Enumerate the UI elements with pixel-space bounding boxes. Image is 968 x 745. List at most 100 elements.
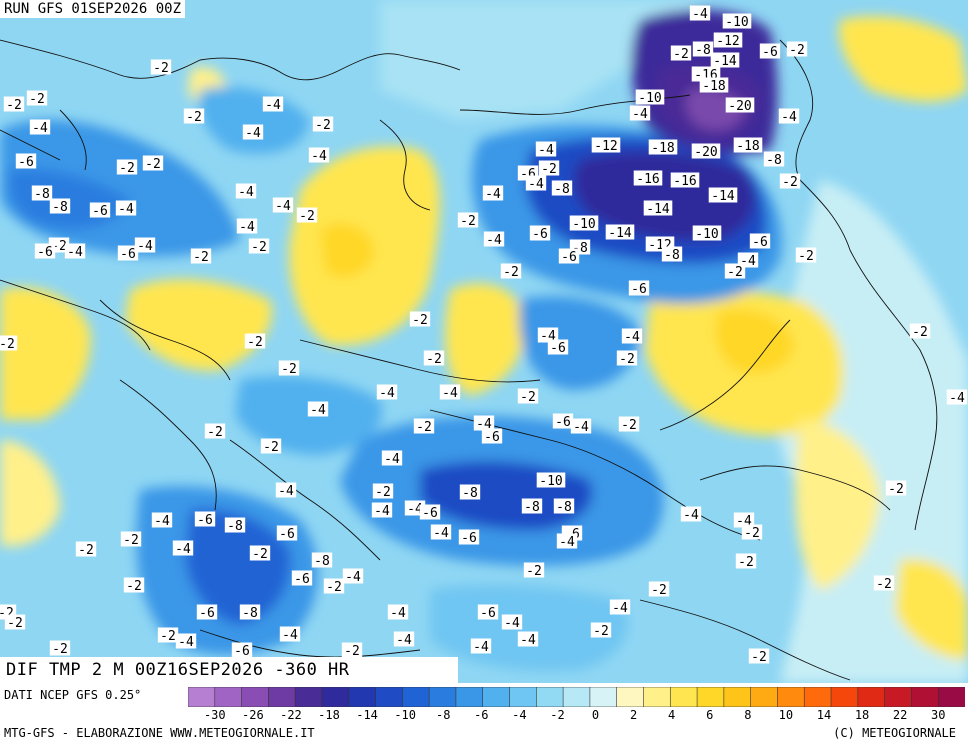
svg-text:-4: -4 [282,628,298,643]
contour-label: -4 [307,401,329,418]
svg-text:-4: -4 [538,143,554,158]
contour-label: -2 [873,575,895,592]
contour-label: -4 [517,631,539,648]
svg-text:-16: -16 [673,174,696,189]
anomaly-field-plus2-central [445,283,526,395]
contour-label: -4 [570,418,592,435]
contour-label: -4 [175,633,197,650]
contour-label: -2 [670,45,692,62]
svg-text:-2: -2 [375,485,391,500]
svg-text:-2: -2 [29,92,45,107]
svg-text:-14: -14 [646,202,670,217]
colorbar-swatch [911,687,939,707]
colorbar-swatch [803,687,832,707]
colorbar-swatch [696,687,725,707]
svg-text:-6: -6 [532,227,548,242]
svg-text:-4: -4 [433,526,449,541]
contour-label: -2 [523,562,545,579]
contour-label: -12 [591,137,621,154]
contour-label: -4 [483,231,505,248]
svg-text:-2: -2 [738,555,754,570]
svg-text:-2: -2 [6,98,22,113]
svg-text:-2: -2 [123,533,139,548]
contour-label: -2 [248,238,270,255]
contour-label: -2 [423,350,445,367]
contour-label: -6 [34,243,56,260]
colorbar-tick-label: -10 [394,708,416,722]
colorbar [188,687,965,707]
colorbar-swatch [589,687,618,707]
svg-text:-4: -4 [612,601,628,616]
source-label: DATI NCEP GFS 0.25° [4,688,142,702]
colorbar-swatch [937,687,965,707]
svg-text:-6: -6 [461,531,477,546]
svg-text:-20: -20 [694,145,717,160]
contour-label: -4 [242,124,264,141]
svg-text:-4: -4 [520,633,536,648]
colorbar-swatch [643,687,672,707]
anomaly-field-plus2-southeast [895,559,968,660]
colorbar-swatch [482,687,511,707]
contour-label: -2 [735,553,757,570]
anomaly-field-plus2-china [795,420,880,590]
svg-text:-2: -2 [619,352,635,367]
anomaly-field-plus4-west-russia [320,222,375,278]
contour-label: -6 [547,339,569,356]
contour-label: -4 [371,502,393,519]
contour-label: -4 [430,524,452,541]
colorbar-tick-label: -22 [280,708,302,722]
svg-text:-4: -4 [345,570,361,585]
svg-text:-4: -4 [949,391,965,406]
svg-text:-6: -6 [279,527,295,542]
svg-text:-2: -2 [247,335,263,350]
contour-label: -4 [387,604,409,621]
contour-label: -14 [643,200,673,217]
contour-label: -4 [482,185,504,202]
svg-text:-6: -6 [550,341,566,356]
colorbar-tick-label: -8 [436,708,451,722]
svg-text:-10: -10 [539,474,562,489]
svg-text:-8: -8 [554,182,570,197]
contour-label: -2 [157,627,179,644]
contour-label: -4 [308,147,330,164]
colorbar-tick-label: 4 [668,708,676,722]
svg-text:-2: -2 [526,564,542,579]
contour-label: -4 [134,237,156,254]
svg-text:-6: -6 [37,245,53,260]
svg-text:-2: -2 [673,47,689,62]
svg-text:-4: -4 [559,535,575,550]
svg-text:-6: -6 [762,45,778,60]
colorbar-swatch [455,687,484,707]
contour-label: -2 [538,160,560,177]
contour-label: -6 [552,413,574,430]
contour-label: -2 [26,90,48,107]
contour-label: -4 [680,506,702,523]
contour-label-layer: -4-10-12-2 -8 -6 -2-14-16-18-10-4-20-4-2-2-… [0,5,968,665]
contour-label: -4 [381,450,403,467]
svg-text:-4: -4 [245,126,261,141]
svg-text:-8: -8 [766,153,782,168]
contour-label: -2 [142,155,164,172]
contour-label: -6 [196,604,218,621]
contour-label: -2 [249,545,271,562]
svg-text:-4: -4 [486,233,502,248]
contour-label: -20 [691,143,721,160]
colorbar-swatch [241,687,270,707]
svg-text:-6: -6 [197,513,213,528]
svg-text:-2: -2 [7,616,23,631]
anomaly-field-minus6-southwest [185,509,291,625]
colorbar-swatch [616,687,645,707]
svg-text:-6: -6 [555,415,571,430]
svg-text:-20: -20 [728,99,751,114]
contour-label: -2 [372,483,394,500]
contour-label: -2 [150,59,172,76]
contour-label: -16 [670,172,700,189]
temperature-anomaly-map: -4-10-12-2 -8 -6 -2-14-16-18-10-4-20-4-2-2-… [0,0,968,683]
contour-label: -4 [473,415,495,432]
svg-text:-6: -6 [294,572,310,587]
colorbar-swatch [857,687,886,707]
contour-label: -14 [708,187,738,204]
colorbar-tick-label: -18 [318,708,340,722]
svg-text:-2: -2 [412,313,428,328]
contour-label: -4 [236,218,258,235]
